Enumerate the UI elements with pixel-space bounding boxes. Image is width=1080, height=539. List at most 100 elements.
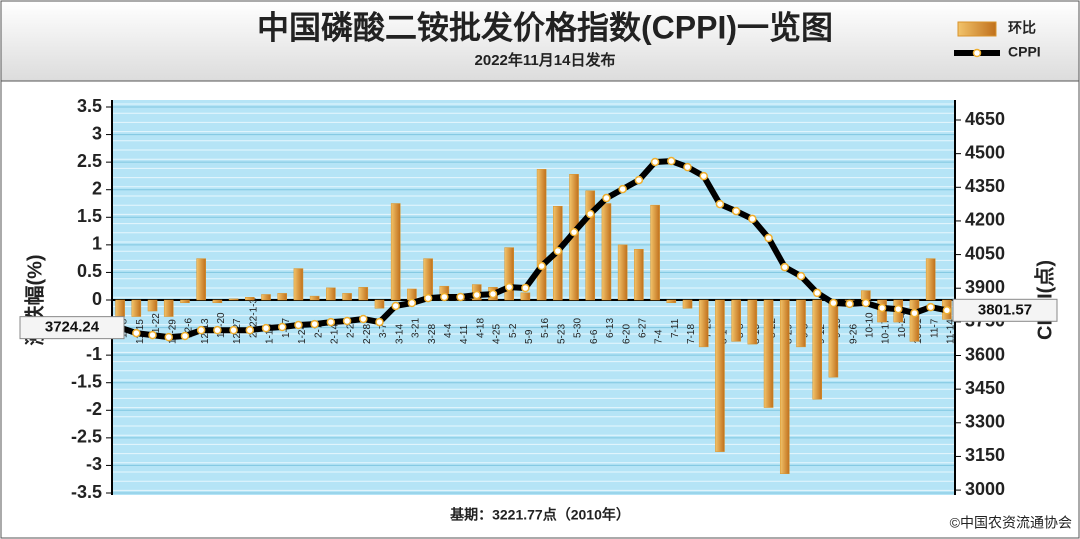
bar [682, 299, 693, 309]
base-note: 基期：3221.77点（2010年） [450, 507, 630, 523]
x-tick-label: 5-2 [508, 323, 519, 338]
x-tick-label: 6-13 [605, 318, 616, 338]
legend-label: 环比 [1008, 20, 1036, 36]
bar [115, 299, 125, 317]
bar [374, 299, 385, 309]
point [277, 322, 287, 332]
y2-tick-label: 4650 [965, 109, 1005, 129]
bar [796, 299, 806, 348]
x-tick-label: 2-14 [329, 324, 340, 344]
x-tick-label: 5-30 [573, 318, 584, 338]
y-tick-label: 2 [92, 178, 102, 198]
point [326, 317, 336, 327]
bar [731, 299, 741, 342]
annotation-text: 3801.57 [978, 301, 1032, 318]
point [164, 332, 173, 342]
point [456, 292, 465, 302]
point [569, 227, 579, 237]
bar [261, 294, 271, 301]
y-tick-label: -2 [86, 399, 102, 419]
y2-tick-label: 3900 [965, 277, 1005, 297]
point [213, 325, 222, 335]
y-tick-label: -1.5 [71, 371, 102, 391]
y-tick-label: 0 [92, 289, 102, 309]
y-tick-label: 3 [92, 123, 102, 143]
point [375, 317, 384, 327]
point [748, 214, 757, 224]
point [618, 184, 627, 194]
x-tick-label: 9-26 [848, 324, 859, 344]
legend-swatch [957, 21, 997, 37]
point [488, 289, 498, 299]
point [634, 175, 644, 185]
x-tick-label: 2-7 [313, 323, 324, 338]
y2-tick-label: 4500 [965, 142, 1005, 162]
x-tick-label: 12-6 [184, 318, 195, 338]
x-tick-label: 4-25 [492, 324, 503, 344]
bar [698, 299, 709, 348]
bar [763, 299, 774, 408]
point [845, 299, 854, 309]
point [359, 314, 368, 324]
bar [779, 299, 790, 474]
point [926, 302, 935, 312]
point [764, 233, 773, 243]
x-tick-label: 10-10 [864, 312, 875, 338]
line [119, 158, 948, 341]
x-tick-label: 11-22 [151, 313, 162, 338]
bar [747, 299, 758, 345]
annotation: 3724.24 [19, 316, 125, 340]
x-tick-label: 4-4 [443, 323, 454, 338]
x-tick-label: 6-6 [589, 329, 600, 344]
bar [309, 295, 320, 301]
bar [601, 203, 612, 301]
y-tick-label: 1.5 [77, 206, 102, 226]
point [196, 325, 206, 335]
legend-point [972, 48, 982, 58]
y2-tick-label: 4350 [965, 176, 1005, 196]
bar [407, 288, 417, 301]
bar [147, 299, 158, 312]
x-tick-label: 2022-1-3 [248, 298, 259, 338]
point [537, 261, 546, 271]
point [602, 193, 611, 203]
point [391, 301, 400, 311]
point [861, 298, 871, 308]
point [407, 298, 417, 308]
x-tick-label: 1-10 [265, 324, 276, 344]
point [910, 308, 919, 318]
y2-tick-label: 4050 [965, 243, 1005, 263]
point [521, 283, 530, 293]
y-tick-label: -1 [86, 344, 102, 364]
point [942, 306, 952, 315]
point [472, 290, 482, 300]
bar [617, 244, 628, 301]
chart-title: 中国磷酸二铵批发价格指数(CPPI)一览图 [257, 9, 833, 45]
x-tick-label: 12-20 [216, 312, 227, 338]
bar [228, 298, 239, 301]
point [440, 292, 449, 302]
bar [861, 290, 871, 301]
point [731, 206, 741, 216]
point [310, 319, 319, 329]
y2-tick-label: 3150 [965, 445, 1005, 465]
bar [650, 204, 660, 301]
chart-subtitle: 2022年11月14日发布 [475, 51, 616, 69]
annotation-box [952, 298, 1058, 322]
bar [293, 268, 304, 301]
x-tick-label: 4-18 [475, 318, 486, 338]
legend-label: CPPI [1008, 44, 1041, 60]
y2-tick-label: 4200 [965, 210, 1005, 230]
bar [277, 293, 288, 301]
x-tick-label: 5-16 [540, 318, 551, 338]
point [829, 298, 838, 308]
x-tick-label: 6-20 [621, 324, 632, 344]
y-tick-label: 2.5 [77, 151, 102, 171]
point [796, 271, 806, 281]
y-tick-label: 1 [92, 234, 102, 254]
point [894, 304, 903, 314]
bar [180, 299, 190, 304]
x-tick-label: 11-14 [946, 319, 957, 344]
header [0, 0, 1080, 82]
x-tick-label: 3-28 [427, 324, 438, 344]
